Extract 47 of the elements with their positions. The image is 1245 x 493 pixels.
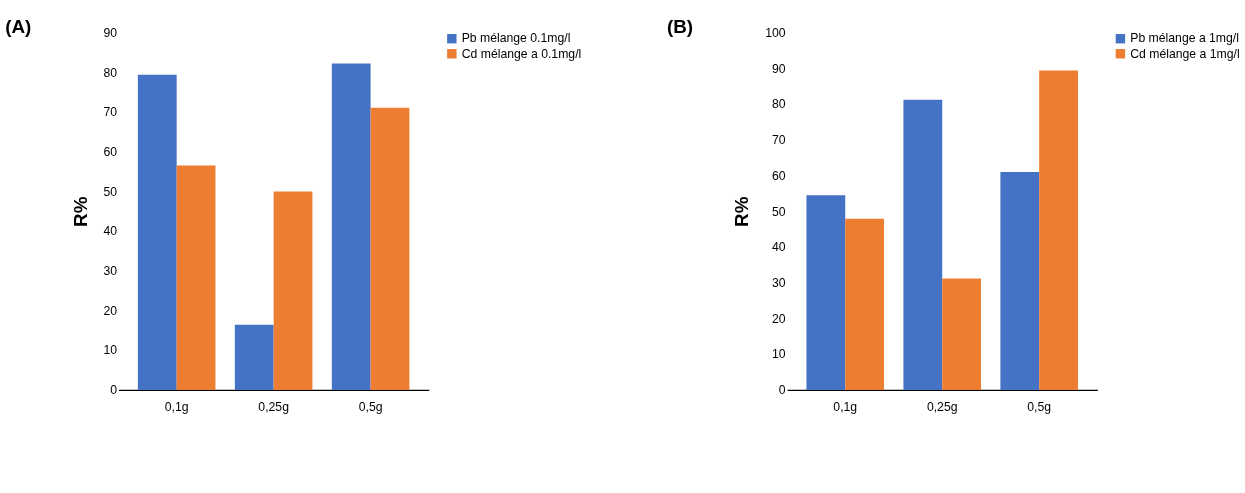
y-tick-label: 80 bbox=[772, 97, 786, 112]
y-tick-label: 100 bbox=[765, 25, 786, 40]
bar bbox=[845, 218, 885, 390]
y-tick-label: 30 bbox=[772, 275, 786, 290]
x-tick-label: 0,25g bbox=[258, 400, 290, 415]
y-tick-label: 40 bbox=[772, 240, 786, 255]
bar bbox=[331, 63, 371, 390]
bar bbox=[806, 195, 846, 390]
chart-title: (A) bbox=[5, 15, 32, 37]
x-tick-label: 0,5g bbox=[1027, 400, 1052, 415]
y-tick-label: 70 bbox=[103, 105, 118, 120]
x-tick-label: 0,5g bbox=[358, 400, 383, 415]
bar bbox=[137, 74, 177, 390]
bar bbox=[273, 191, 313, 390]
y-tick-label: 80 bbox=[103, 65, 118, 80]
bar bbox=[234, 324, 274, 390]
y-tick-label: 0 bbox=[778, 383, 786, 398]
x-tick-label: 0,1g bbox=[164, 400, 189, 415]
y-tick-label: 50 bbox=[103, 184, 118, 199]
y-axis-title: R% bbox=[69, 196, 91, 227]
bar bbox=[370, 107, 410, 390]
y-tick-label: 90 bbox=[772, 61, 786, 76]
legend-label: Cd mélange a 0.1mg/l bbox=[461, 46, 582, 61]
y-tick-label: 60 bbox=[103, 144, 118, 159]
legend-label: Pb mélange a 1mg/l bbox=[1130, 31, 1239, 46]
y-tick-label: 10 bbox=[772, 347, 786, 362]
x-tick-label: 0,25g bbox=[926, 400, 958, 415]
legend-label: Cd mélange a 1mg/l bbox=[1130, 46, 1240, 61]
bar bbox=[942, 278, 981, 390]
y-tick-label: 20 bbox=[772, 311, 786, 326]
bar bbox=[903, 99, 943, 390]
bar bbox=[176, 165, 216, 390]
y-tick-label: 90 bbox=[103, 25, 118, 40]
y-tick-label: 40 bbox=[103, 224, 118, 239]
y-tick-label: 60 bbox=[772, 168, 786, 183]
y-tick-label: 50 bbox=[772, 204, 786, 219]
chart-title: (B) bbox=[666, 15, 694, 37]
y-axis-title: R% bbox=[731, 196, 753, 227]
y-tick-label: 30 bbox=[103, 264, 118, 279]
y-tick-label: 20 bbox=[103, 303, 118, 318]
bar bbox=[1000, 171, 1040, 390]
x-tick-label: 0,1g bbox=[833, 400, 858, 415]
y-tick-label: 10 bbox=[103, 343, 118, 358]
y-tick-label: 0 bbox=[110, 383, 118, 398]
bar bbox=[1039, 70, 1078, 390]
y-tick-label: 70 bbox=[772, 133, 786, 148]
legend-label: Pb mélange 0.1mg/l bbox=[461, 31, 571, 46]
